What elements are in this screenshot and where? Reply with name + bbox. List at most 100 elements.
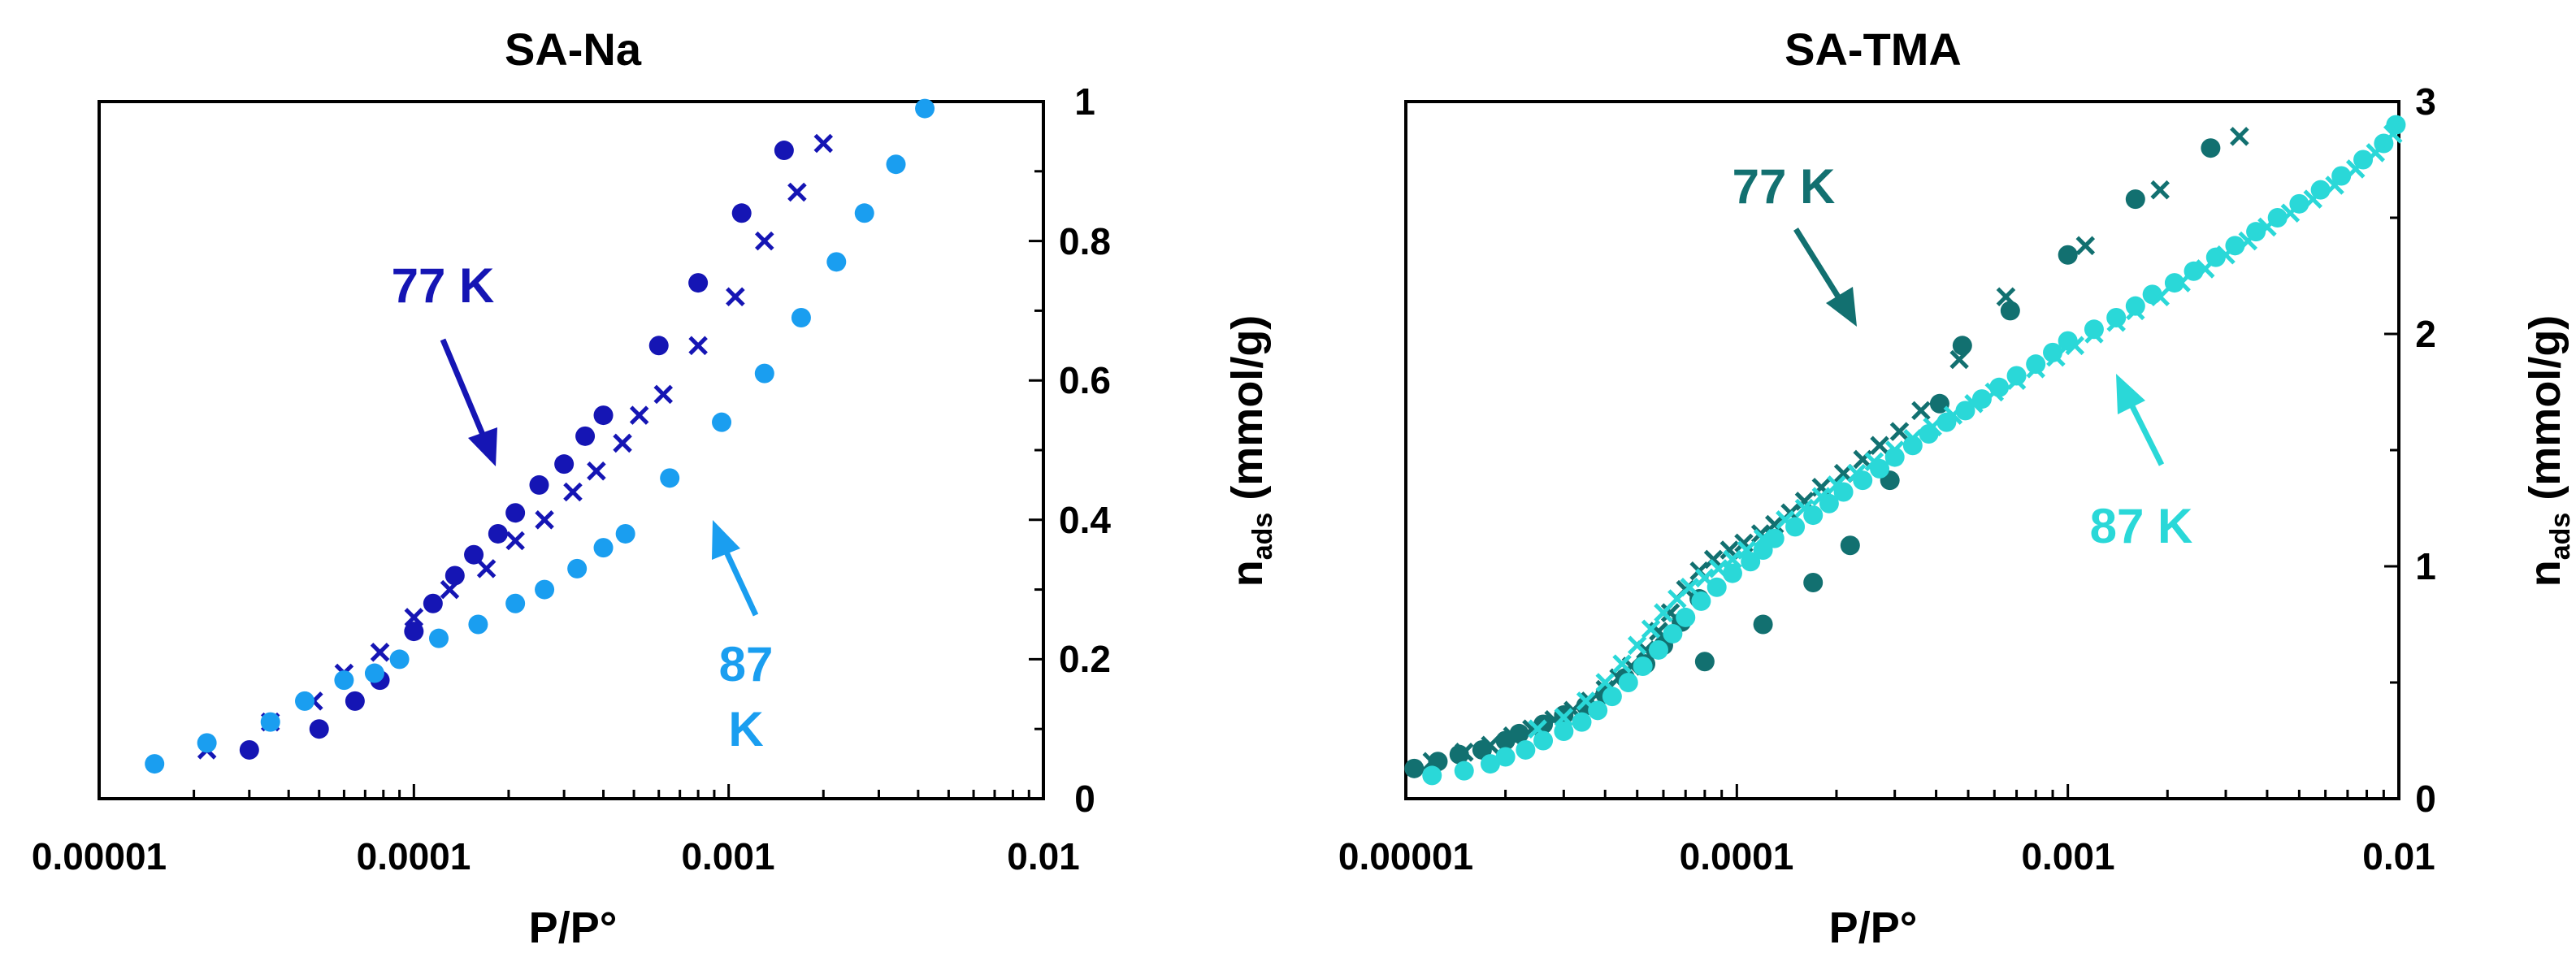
data-point [404, 608, 424, 627]
data-point [1919, 423, 1939, 444]
series-87-k [145, 98, 935, 774]
y-tick-labels: 0 0.2 0.4 0.6 0.8 1 [1059, 80, 1111, 820]
data-point [2171, 273, 2191, 292]
chart-sa-tma: SA-TMA 0.00001 0.0001 0.001 0.01 0 1 2 3… [1338, 24, 2576, 952]
data-point [1663, 623, 1683, 644]
data-point [1864, 452, 1884, 472]
data-point [2058, 245, 2078, 265]
annotation-87k-line1: 87 [719, 637, 774, 691]
data-point [404, 622, 424, 642]
x-tick-label: 0.001 [2021, 835, 2114, 878]
data-point [445, 566, 465, 586]
data-point [1911, 401, 1931, 421]
y-axis-label-main: n [2521, 560, 2569, 587]
data-point [615, 523, 635, 544]
data-point [2084, 319, 2104, 340]
data-point [1776, 510, 1795, 530]
y-axis-label-sub: ads [1247, 513, 1278, 561]
data-point [567, 558, 588, 578]
data-point [2006, 370, 2027, 390]
data-point [440, 579, 460, 600]
data-point [1633, 656, 1653, 676]
svg-text:nads (mmol/g): nads (mmol/g) [2521, 315, 2576, 587]
data-point [1694, 652, 1715, 672]
y-tick-label: 0 [2415, 778, 2436, 820]
data-point [1827, 475, 1846, 495]
y-tick-label: 0.6 [1059, 359, 1111, 401]
data-point [1454, 760, 1474, 781]
data-point [309, 719, 329, 739]
x-tick-labels: 0.00001 0.0001 0.001 0.01 [1338, 835, 2435, 878]
annotation-87k: 87 K [2090, 499, 2193, 553]
x-tick-label: 0.001 [681, 835, 774, 878]
data-point [1703, 549, 1724, 570]
data-point [2230, 127, 2249, 146]
data-point [2366, 143, 2386, 162]
data-point [2325, 176, 2344, 195]
data-point [2164, 273, 2184, 293]
y-axis-label-unit: (mmol/g) [2521, 315, 2569, 513]
data-point [754, 363, 774, 384]
data-point [2257, 217, 2277, 237]
data-point [1576, 691, 1596, 711]
data-point [787, 182, 807, 202]
data-point [1949, 349, 1969, 370]
y-tick-labels: 0 1 2 3 [2415, 80, 2436, 820]
annotation-87k-arrow [712, 520, 759, 617]
data-point [2345, 159, 2366, 179]
data-point [1422, 752, 1442, 772]
axis-ticks [1404, 100, 2399, 800]
data-point [2046, 347, 2066, 367]
annotation-77k-arrow [440, 338, 497, 466]
data-point [1554, 708, 1574, 727]
annotation-87k-arrow [2116, 374, 2165, 466]
series-77-k-adsorption [239, 141, 794, 760]
data-point [688, 273, 709, 293]
data-point [1803, 573, 1824, 593]
data-point [1516, 739, 1536, 760]
data-point [1996, 287, 2016, 307]
data-point [629, 405, 649, 425]
y-axis-label-sub: ads [2545, 513, 2576, 561]
series-87-k-adsorption [1422, 115, 2406, 786]
data-point [1753, 528, 1773, 548]
data-point [813, 133, 834, 154]
data-point [1404, 758, 1425, 778]
data-point [2303, 189, 2323, 209]
chart-title: SA-Na [505, 24, 642, 75]
data-marks [145, 98, 935, 774]
data-point [505, 503, 526, 523]
y-tick-label: 2 [2415, 313, 2436, 355]
y-tick-label: 0 [1074, 778, 1095, 820]
data-point [1964, 394, 1984, 414]
data-point [826, 252, 847, 272]
data-point [364, 663, 384, 683]
y-tick-label: 3 [2415, 80, 2436, 123]
x-tick-labels: 0.00001 0.0001 0.001 0.01 [32, 835, 1080, 878]
data-point [429, 628, 449, 648]
data-point [2195, 259, 2215, 279]
data-point [1903, 428, 1923, 448]
data-point [345, 691, 365, 711]
annotation-77k: 77 K [1733, 159, 1836, 214]
data-point [854, 203, 874, 223]
plot-frame [1404, 100, 2400, 800]
data-point [554, 454, 575, 474]
x-axis-label: P/P° [529, 904, 618, 952]
data-point [653, 384, 674, 405]
data-point [660, 468, 680, 488]
annotation-77k: 77 K [392, 258, 495, 313]
x-tick-label: 0.01 [1007, 835, 1080, 878]
data-point [1612, 654, 1632, 674]
x-axis-label: P/P° [1829, 904, 1918, 952]
data-point [464, 544, 484, 565]
data-point [505, 531, 525, 551]
data-point [1889, 422, 1910, 441]
data-point [535, 510, 554, 530]
data-point [1680, 577, 1699, 597]
data-point [535, 579, 555, 600]
data-point [1984, 382, 2005, 402]
data-point [1481, 735, 1500, 755]
x-tick-label: 0.00001 [1338, 835, 1473, 878]
